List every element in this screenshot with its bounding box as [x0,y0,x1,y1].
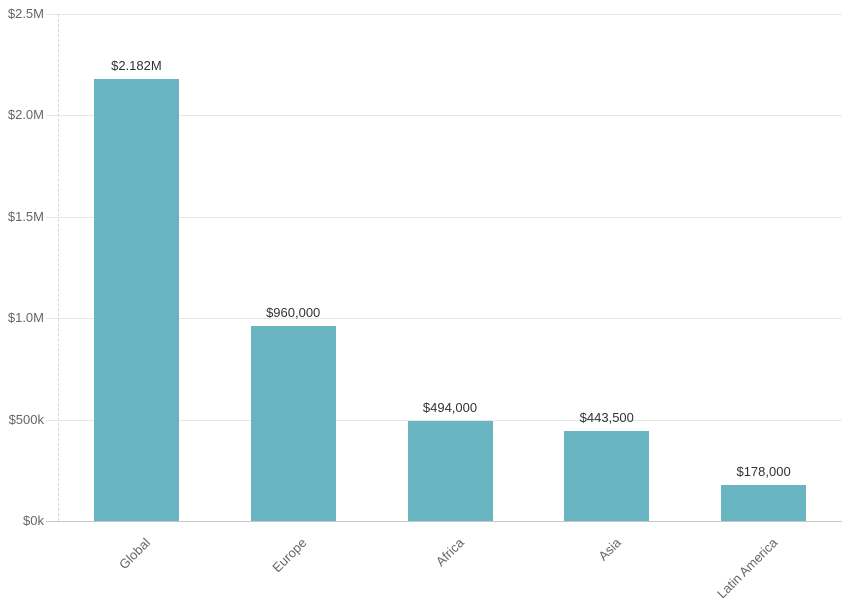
bar-latin-america[interactable] [721,484,807,521]
y-gridline [46,14,842,15]
y-axis-tick-label: $2.0M [7,107,44,123]
y-axis-tick-label: $1.5M [7,208,44,224]
y-axis-tick-label: $1.0M [7,310,44,326]
x-axis-line [46,521,842,522]
bar-value-label: $2.182M [111,57,162,73]
bar-value-label: $960,000 [266,305,321,321]
bar-asia[interactable] [564,431,650,521]
x-axis-category-label: Global [115,535,154,573]
y-axis-tick-label: $500k [8,411,44,427]
bar-africa[interactable] [407,420,493,521]
bar-value-label: $178,000 [736,463,791,479]
bar-value-label: $494,000 [422,399,478,415]
bar-europe[interactable] [250,326,336,521]
x-axis-category-label: Latin America [713,535,781,602]
x-axis-category-label: Africa [432,535,467,570]
bar-value-label: $443,500 [579,410,634,426]
x-axis-category-label: Asia [594,535,624,564]
bar-global[interactable] [93,78,179,521]
x-axis-category-label: Europe [269,535,310,576]
y-axis-line [58,14,59,521]
y-axis-tick-label: $2.5M [7,6,44,21]
y-axis-tick-label: $0k [23,513,44,528]
